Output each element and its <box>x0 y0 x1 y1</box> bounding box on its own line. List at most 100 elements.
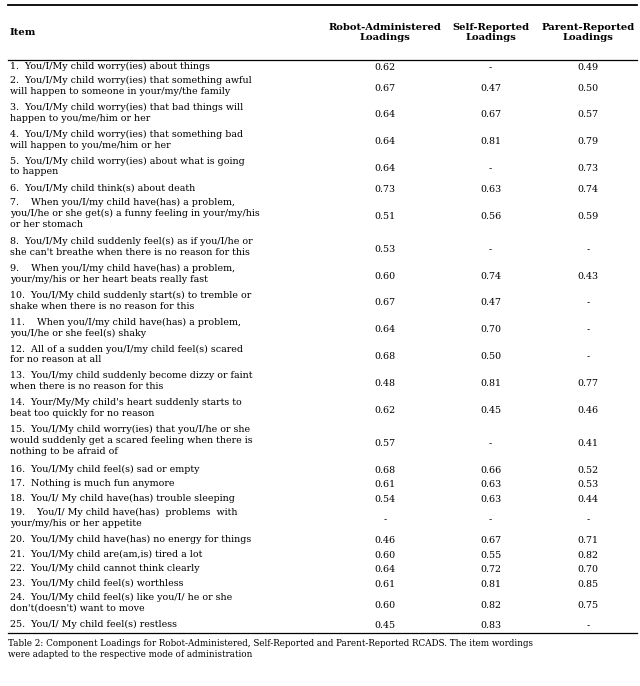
Text: 0.45: 0.45 <box>480 406 501 415</box>
Text: -: - <box>586 298 589 307</box>
Text: 0.43: 0.43 <box>577 272 598 281</box>
Text: -: - <box>489 164 492 173</box>
Text: 0.63: 0.63 <box>480 495 501 504</box>
Text: 17.  Nothing is much fun anymore: 17. Nothing is much fun anymore <box>10 479 174 488</box>
Text: 0.59: 0.59 <box>577 212 598 221</box>
Text: 0.51: 0.51 <box>374 212 396 221</box>
Text: 1.  You/I/My child worry(ies) about things: 1. You/I/My child worry(ies) about thing… <box>10 62 210 71</box>
Text: 0.72: 0.72 <box>480 565 501 574</box>
Text: 3.  You/I/My child worry(ies) that bad things will
happen to you/me/him or her: 3. You/I/My child worry(ies) that bad th… <box>10 103 243 123</box>
Text: -: - <box>586 622 589 630</box>
Text: 0.56: 0.56 <box>480 212 501 221</box>
Text: 0.53: 0.53 <box>374 245 396 254</box>
Text: 9.    When you/I/my child have(has) a problem,
your/my/his or her heart beats re: 9. When you/I/my child have(has) a probl… <box>10 264 235 284</box>
Text: -: - <box>489 63 492 72</box>
Text: -: - <box>489 245 492 254</box>
Text: 0.57: 0.57 <box>577 110 598 119</box>
Text: 14.  Your/My/My child's heart suddenly starts to
beat too quickly for no reason: 14. Your/My/My child's heart suddenly st… <box>10 399 241 418</box>
Text: 0.83: 0.83 <box>480 622 501 630</box>
Text: 0.50: 0.50 <box>480 352 501 361</box>
Text: 0.70: 0.70 <box>577 565 598 574</box>
Text: 0.67: 0.67 <box>480 110 501 119</box>
Text: 15.  You/I/My child worry(ies) that you/I/he or she
would suddenly get a scared : 15. You/I/My child worry(ies) that you/I… <box>10 425 252 456</box>
Text: -: - <box>489 516 492 525</box>
Text: 18.  You/I/ My child have(has) trouble sleeping: 18. You/I/ My child have(has) trouble sl… <box>10 493 234 503</box>
Text: 0.66: 0.66 <box>480 466 501 475</box>
Text: 12.  All of a sudden you/I/my child feel(s) scared
for no reason at all: 12. All of a sudden you/I/my child feel(… <box>10 344 243 364</box>
Text: 2.  You/I/My child worry(ies) that something awful
will happen to someone in you: 2. You/I/My child worry(ies) that someth… <box>10 76 252 96</box>
Text: 0.68: 0.68 <box>374 352 396 361</box>
Text: 7.    When you/I/my child have(has) a problem,
you/I/he or she get(s) a funny fe: 7. When you/I/my child have(has) a probl… <box>10 198 259 228</box>
Text: 0.60: 0.60 <box>374 601 396 610</box>
Text: 11.    When you/I/my child have(has) a problem,
you/I/he or she feel(s) shaky: 11. When you/I/my child have(has) a prob… <box>10 318 241 338</box>
Text: 0.73: 0.73 <box>577 164 598 173</box>
Text: 0.64: 0.64 <box>374 565 396 574</box>
Text: -: - <box>489 439 492 448</box>
Text: 24.  You/I/My child feel(s) like you/I/ he or she
don't(doesn't) want to move: 24. You/I/My child feel(s) like you/I/ h… <box>10 593 232 613</box>
Text: 0.74: 0.74 <box>577 185 598 194</box>
Text: 20.  You/I/My child have(has) no energy for things: 20. You/I/My child have(has) no energy f… <box>10 535 251 544</box>
Text: 0.61: 0.61 <box>374 480 396 489</box>
Text: 0.61: 0.61 <box>374 580 396 589</box>
Text: 0.81: 0.81 <box>480 379 501 388</box>
Text: 0.73: 0.73 <box>374 185 396 194</box>
Text: 0.82: 0.82 <box>480 601 501 610</box>
Text: 0.82: 0.82 <box>577 551 598 560</box>
Text: -: - <box>383 516 387 525</box>
Text: 0.62: 0.62 <box>374 63 396 72</box>
Text: Robot-Administered
Loadings: Robot-Administered Loadings <box>329 23 442 42</box>
Text: 0.75: 0.75 <box>577 601 598 610</box>
Text: 23.  You/I/My child feel(s) worthless: 23. You/I/My child feel(s) worthless <box>10 578 183 588</box>
Text: 0.53: 0.53 <box>577 480 598 489</box>
Text: 0.70: 0.70 <box>480 325 501 334</box>
Text: -: - <box>586 516 589 525</box>
Text: 0.67: 0.67 <box>480 536 501 545</box>
Text: 0.54: 0.54 <box>374 495 396 504</box>
Text: 0.64: 0.64 <box>374 110 396 119</box>
Text: 0.41: 0.41 <box>577 439 598 448</box>
Text: 0.68: 0.68 <box>374 466 396 475</box>
Text: -: - <box>586 352 589 361</box>
Text: 16.  You/I/My child feel(s) sad or empty: 16. You/I/My child feel(s) sad or empty <box>10 464 199 473</box>
Text: 22.  You/I/My child cannot think clearly: 22. You/I/My child cannot think clearly <box>10 564 199 573</box>
Text: 4.  You/I/My child worry(ies) that something bad
will happen to you/me/him or he: 4. You/I/My child worry(ies) that someth… <box>10 130 243 150</box>
Text: 5.  You/I/My child worry(ies) about what is going
to happen: 5. You/I/My child worry(ies) about what … <box>10 156 244 176</box>
Text: 0.85: 0.85 <box>577 580 598 589</box>
Text: 0.52: 0.52 <box>577 466 598 475</box>
Text: 0.48: 0.48 <box>374 379 396 388</box>
Text: 0.81: 0.81 <box>480 580 501 589</box>
Text: 0.63: 0.63 <box>480 480 501 489</box>
Text: 25.  You/I/ My child feel(s) restless: 25. You/I/ My child feel(s) restless <box>10 620 177 629</box>
Text: 0.67: 0.67 <box>374 298 396 307</box>
Text: Table 2: Component Loadings for Robot-Administered, Self-Reported and Parent-Rep: Table 2: Component Loadings for Robot-Ad… <box>8 639 532 659</box>
Text: 0.64: 0.64 <box>374 137 396 146</box>
Text: 0.47: 0.47 <box>480 298 501 307</box>
Text: 0.79: 0.79 <box>577 137 598 146</box>
Text: 0.44: 0.44 <box>577 495 598 504</box>
Text: 0.67: 0.67 <box>374 84 396 93</box>
Text: 0.62: 0.62 <box>374 406 396 415</box>
Text: 6.  You/I/My child think(s) about death: 6. You/I/My child think(s) about death <box>10 183 195 193</box>
Text: 19.    You/I/ My child have(has)  problems  with
your/my/his or her appetite: 19. You/I/ My child have(has) problems w… <box>10 508 237 528</box>
Text: Parent-Reported
Loadings: Parent-Reported Loadings <box>541 23 635 42</box>
Text: 0.81: 0.81 <box>480 137 501 146</box>
Text: 0.50: 0.50 <box>577 84 598 93</box>
Text: 0.45: 0.45 <box>374 622 396 630</box>
Text: 0.57: 0.57 <box>374 439 396 448</box>
Text: -: - <box>586 325 589 334</box>
Text: -: - <box>586 245 589 254</box>
Text: 0.46: 0.46 <box>374 536 396 545</box>
Text: 0.46: 0.46 <box>577 406 598 415</box>
Text: Self-Reported
Loadings: Self-Reported Loadings <box>452 23 529 42</box>
Text: 10.  You/I/My child suddenly start(s) to tremble or
shake when there is no reaso: 10. You/I/My child suddenly start(s) to … <box>10 291 251 311</box>
Text: 8.  You/I/My child suddenly feel(s) as if you/I/he or
she can't breathe when the: 8. You/I/My child suddenly feel(s) as if… <box>10 237 252 257</box>
Text: 0.47: 0.47 <box>480 84 501 93</box>
Text: 0.74: 0.74 <box>480 272 501 281</box>
Text: 0.60: 0.60 <box>374 272 396 281</box>
Text: 21.  You/I/My child are(am,is) tired a lot: 21. You/I/My child are(am,is) tired a lo… <box>10 549 202 558</box>
Text: Item: Item <box>10 28 36 37</box>
Text: 0.77: 0.77 <box>577 379 598 388</box>
Text: 0.63: 0.63 <box>480 185 501 194</box>
Text: 0.60: 0.60 <box>374 551 396 560</box>
Text: 0.71: 0.71 <box>577 536 598 545</box>
